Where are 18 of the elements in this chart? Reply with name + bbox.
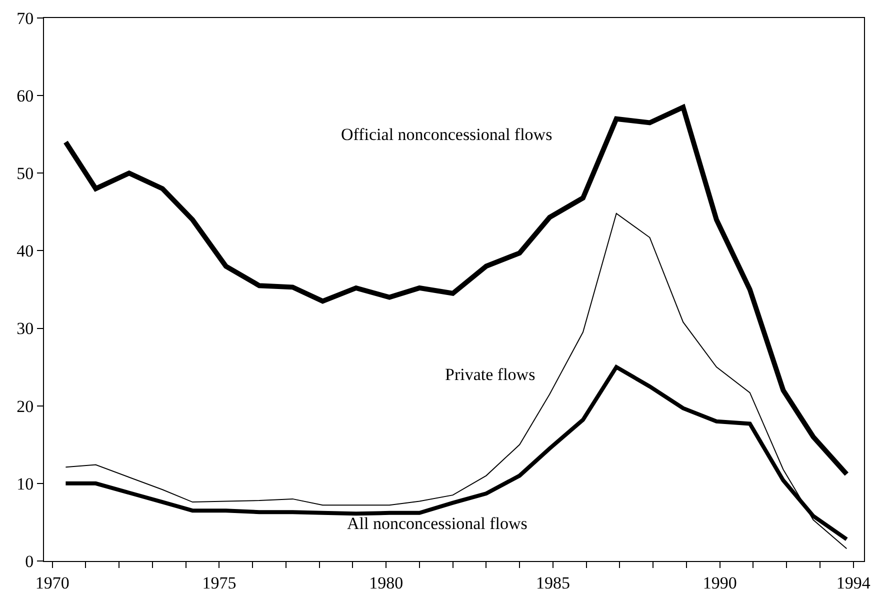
y-tick-label: 70 bbox=[16, 8, 34, 28]
text: Official nonconcessional flows bbox=[341, 125, 552, 144]
y-tick-label: 0 bbox=[25, 552, 34, 571]
x-tick-label: 1975 bbox=[202, 573, 236, 592]
y-tick-label: 20 bbox=[16, 396, 34, 416]
line-series bbox=[65, 212, 848, 550]
x-tick-label: 1985 bbox=[536, 573, 570, 592]
y-tick-label: 40 bbox=[16, 242, 34, 261]
x-tick-label: 1980 bbox=[369, 573, 404, 592]
series-label: All nonconcessional flows bbox=[347, 514, 528, 533]
y-tick-label: 50 bbox=[16, 164, 34, 184]
y-tick-label: 30 bbox=[16, 319, 34, 338]
y-tick-label: 10 bbox=[16, 474, 34, 494]
x-tick-label: 1990 bbox=[702, 573, 737, 592]
series-label: Private flows bbox=[445, 365, 536, 384]
x-tick-label: 1994 bbox=[836, 573, 871, 592]
x-tick-label: 1970 bbox=[35, 573, 70, 592]
y-tick-label: 60 bbox=[16, 86, 34, 106]
